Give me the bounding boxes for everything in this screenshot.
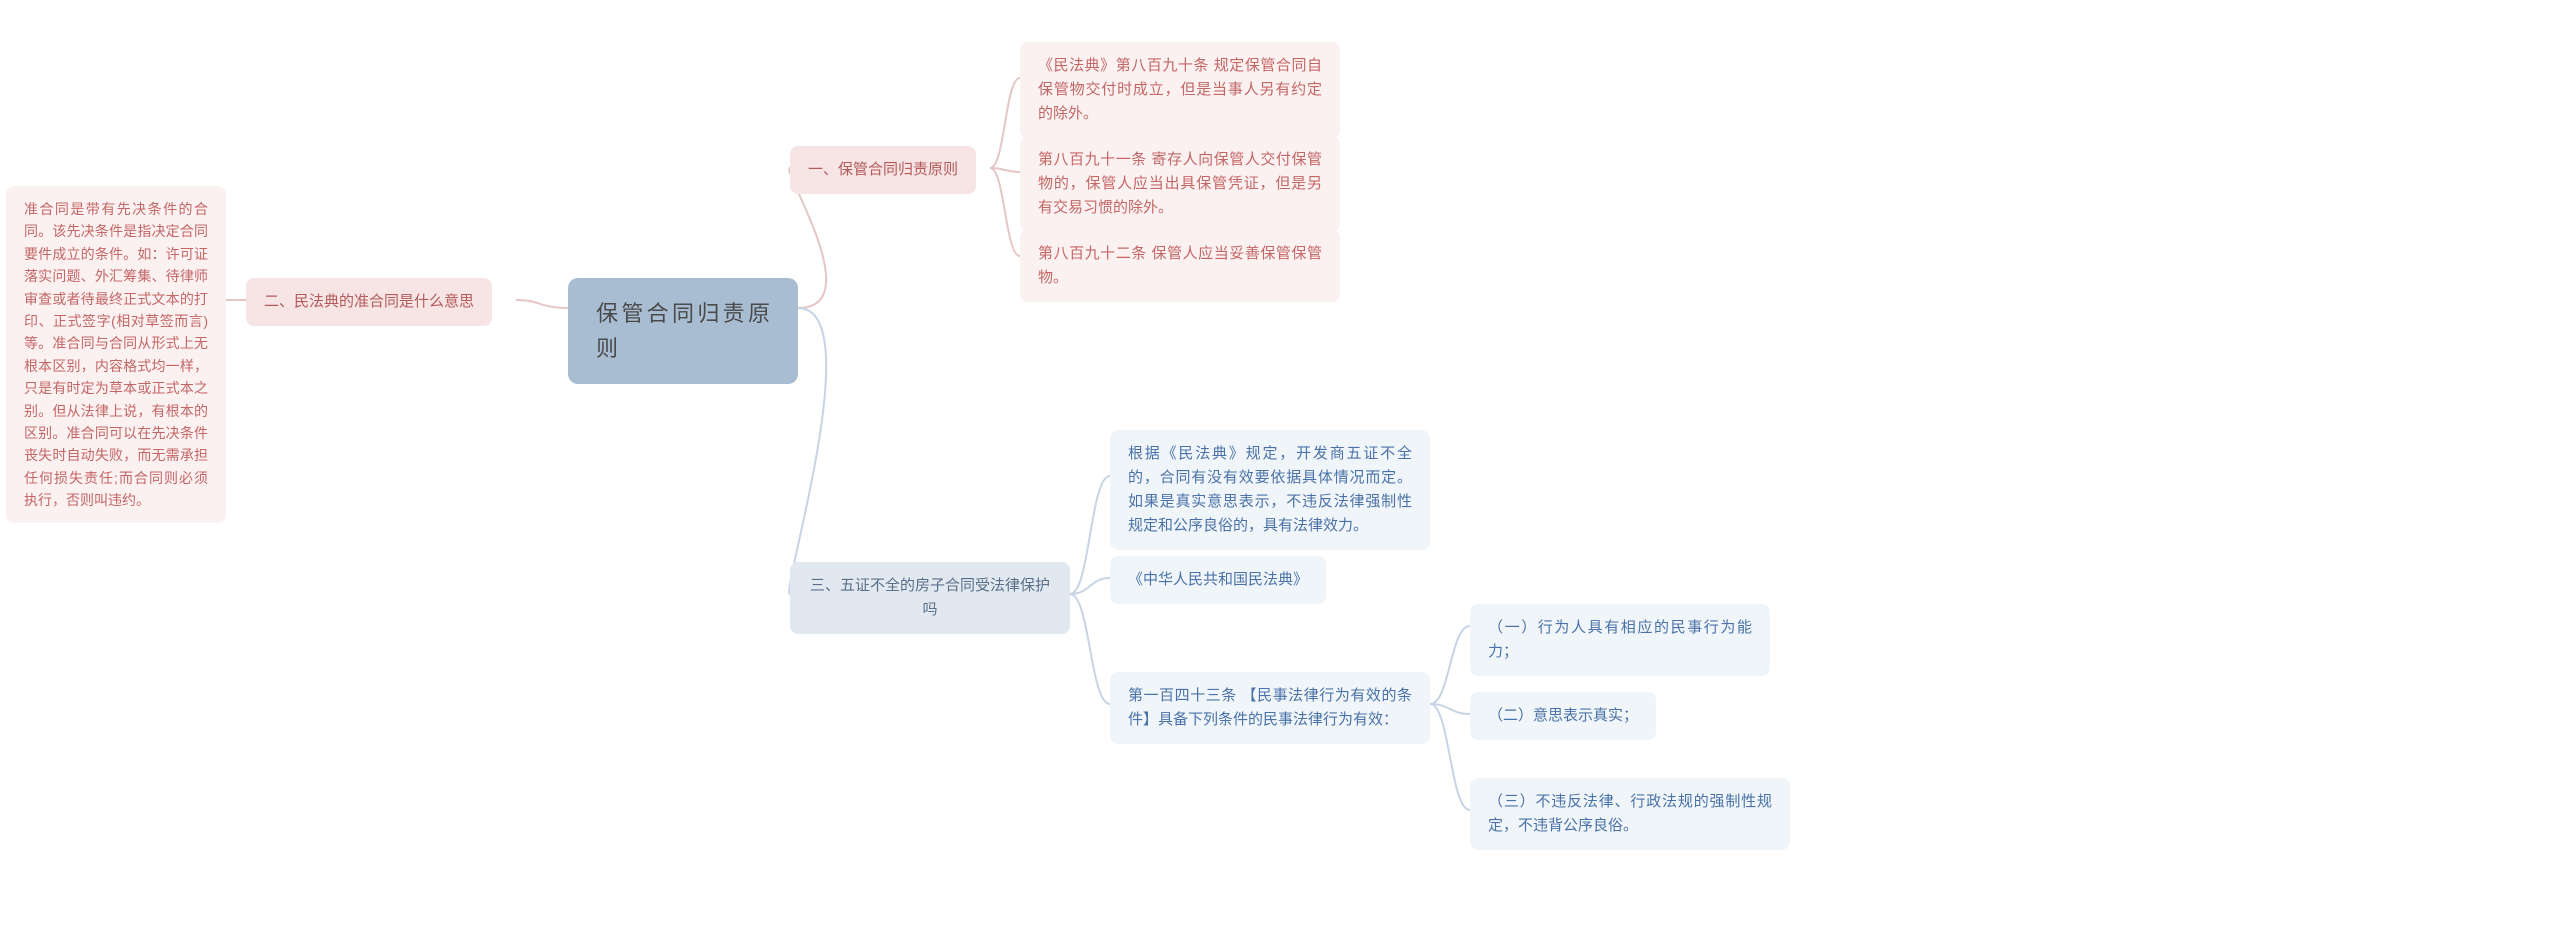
branch-1: 一、保管合同归责原则 <box>790 146 976 194</box>
branch-3: 三、五证不全的房子合同受法律保护吗 <box>790 562 1070 634</box>
branch-3-leaf-3-item-2: （三）不违反法律、行政法规的强制性规定，不违背公序良俗。 <box>1470 778 1790 850</box>
branch-3-leaf-2: 《中华人民共和国民法典》 <box>1110 556 1326 604</box>
branch-3-leaf-3-item-1: （二）意思表示真实； <box>1470 692 1656 740</box>
branch-3-leaf-3: 第一百四十三条 【民事法律行为有效的条件】具备下列条件的民事法律行为有效： <box>1110 672 1430 744</box>
branch-1-leaf-2: 第八百九十二条 保管人应当妥善保管保管物。 <box>1020 230 1340 302</box>
branch-1-leaf-1: 第八百九十一条 寄存人向保管人交付保管物的，保管人应当出具保管凭证，但是另有交易… <box>1020 136 1340 232</box>
branch-2-leaf: 准合同是带有先决条件的合同。该先决条件是指决定合同要件成立的条件。如：许可证落实… <box>6 186 226 523</box>
branch-3-leaf-3-item-0: （一）行为人具有相应的民事行为能力； <box>1470 604 1770 676</box>
branch-3-leaf-1: 根据《民法典》规定，开发商五证不全的，合同有没有效要依据具体情况而定。如果是真实… <box>1110 430 1430 550</box>
branch-1-leaf-0: 《民法典》第八百九十条 规定保管合同自保管物交付时成立，但是当事人另有约定的除外… <box>1020 42 1340 138</box>
root-node: 保管合同归责原则 <box>568 278 798 384</box>
branch-2: 二、民法典的准合同是什么意思 <box>246 278 492 326</box>
